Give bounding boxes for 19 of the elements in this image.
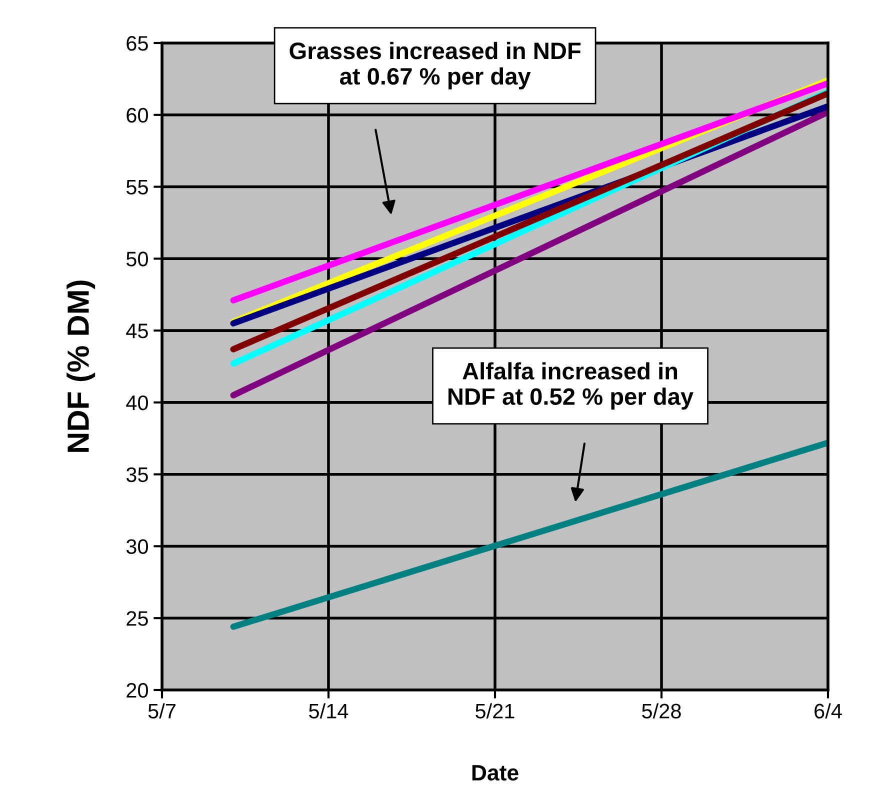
annotation: Alfalfa increased in NDF at 0.52 % per day — [448, 362, 694, 410]
y-tick-label: 60 — [126, 108, 148, 123]
y-tick-label: 50 — [126, 252, 148, 266]
y-tick-label: 20 — [126, 683, 148, 698]
y-axis-title: NDF (% DM) — [66, 280, 96, 452]
x-axis-title: Date — [472, 765, 518, 781]
annotation: Grasses increased in NDF at 0.67 % per day — [290, 42, 581, 90]
y-tick-label: 30 — [126, 539, 148, 554]
x-tick-label: 5/21 — [476, 703, 514, 718]
y-tick-label: 65 — [126, 36, 148, 51]
y-tick-label: 40 — [126, 395, 148, 410]
y-tick-label: 25 — [126, 611, 148, 626]
x-tick-label: 5/14 — [309, 703, 348, 718]
y-tick-label: 55 — [126, 180, 148, 195]
y-tick-label: 35 — [126, 467, 148, 482]
x-tick-label: 6/4 — [814, 703, 842, 718]
y-tick-label: 45 — [126, 324, 148, 338]
x-tick-label: 5/7 — [148, 703, 176, 718]
x-tick-label: 5/28 — [642, 703, 681, 718]
